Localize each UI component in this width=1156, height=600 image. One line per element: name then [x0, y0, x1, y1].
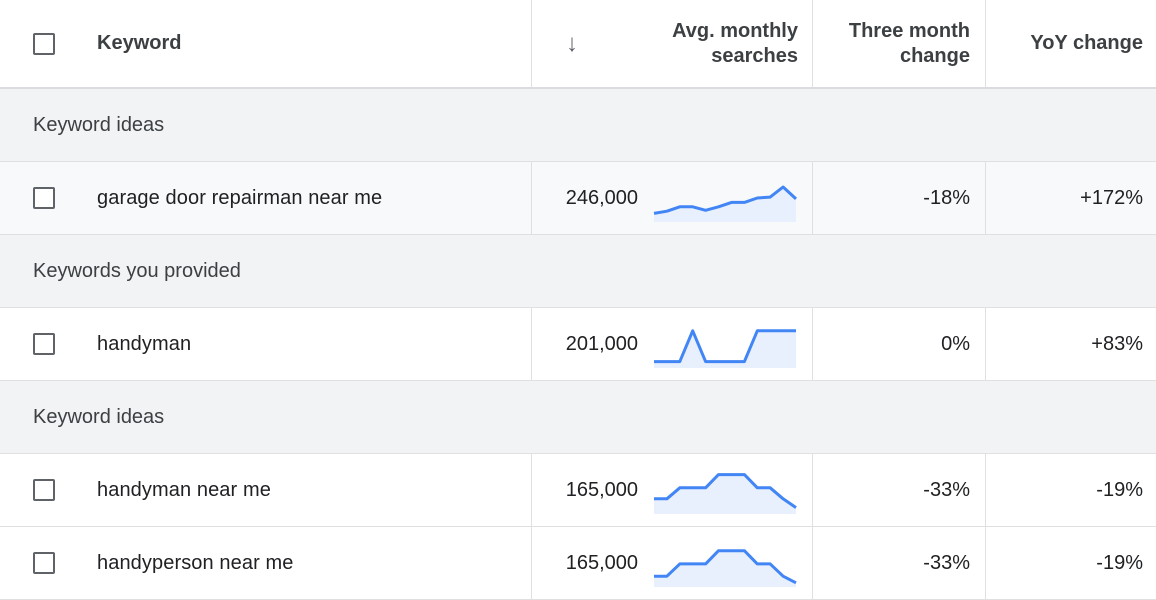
yoy-change-value: -19% — [1096, 478, 1143, 501]
sparkline-line — [654, 473, 797, 509]
table-row[interactable]: handyman near me 165,000 -33% -19% — [0, 454, 1156, 527]
avg-monthly-searches: 246,000 — [565, 186, 638, 209]
sparkline-area — [654, 187, 796, 222]
table-row[interactable]: garage door repairman near me 246,000 -18%… — [0, 162, 1156, 235]
keyword-text: handyperson near me — [97, 551, 294, 574]
row-checkbox[interactable] — [33, 552, 55, 574]
sparkline-area — [654, 550, 796, 587]
group-label: Keyword ideas — [33, 405, 165, 428]
yoy-change-value: -19% — [1096, 551, 1143, 574]
header-three-line2: change — [899, 44, 970, 67]
three-month-change-value: -33% — [923, 478, 970, 501]
trend-sparkline — [652, 454, 800, 526]
table-row[interactable]: handyman 201,000 0% +83% — [0, 308, 1156, 381]
avg-monthly-searches: 165,000 — [565, 551, 638, 574]
header-yoy-change[interactable]: YoY change — [1030, 32, 1143, 54]
trend-sparkline — [652, 162, 800, 234]
row-select-cell — [33, 454, 63, 526]
sparkline-line — [653, 185, 798, 215]
sparkline-line — [654, 549, 797, 585]
select-all-checkbox[interactable] — [33, 32, 55, 55]
row-checkbox[interactable] — [33, 333, 55, 355]
header-three-line1: Three month — [848, 19, 970, 42]
keyword-text: garage door repairman near me — [97, 186, 383, 209]
sparkline-svg — [654, 549, 797, 587]
select-all-cell — [33, 0, 63, 87]
row-checkbox[interactable] — [33, 187, 55, 209]
sparkline-area — [654, 474, 796, 514]
sparkline-svg — [654, 329, 796, 368]
header-avg-line1: Avg. monthly — [672, 19, 798, 42]
table-row[interactable]: handyperson near me 165,000 -33% -19% — [0, 527, 1156, 600]
trend-sparkline — [652, 308, 800, 380]
sparkline-line — [654, 329, 796, 364]
yoy-change-value: +83% — [1091, 332, 1143, 355]
group-row: Keywords you provided — [0, 235, 1156, 308]
yoy-change-value: +172% — [1080, 186, 1143, 209]
header-avg-line2: searches — [711, 44, 798, 67]
group-row: Keyword ideas — [0, 381, 1156, 454]
sparkline-svg — [654, 473, 797, 514]
row-checkbox[interactable] — [33, 479, 55, 501]
trend-sparkline — [652, 527, 800, 599]
three-month-change-value: -18% — [923, 186, 970, 209]
keyword-text: handyman — [97, 332, 192, 355]
header-keyword[interactable]: Keyword — [97, 32, 182, 54]
row-select-cell — [33, 162, 63, 234]
sort-cell: ↓ — [532, 0, 612, 87]
keyword-text: handyman near me — [97, 478, 271, 501]
avg-monthly-searches: 165,000 — [565, 478, 638, 501]
group-label: Keywords you provided — [33, 259, 241, 282]
sort-arrow-icon[interactable]: ↓ — [566, 29, 578, 57]
group-row: Keyword ideas — [0, 89, 1156, 162]
avg-monthly-searches: 201,000 — [565, 332, 638, 355]
header-avg-monthly-searches[interactable]: Avg. monthly searches — [612, 0, 798, 87]
three-month-change-value: -33% — [923, 551, 970, 574]
sparkline-svg — [653, 185, 798, 222]
three-month-change-value: 0% — [941, 332, 970, 355]
header-three-month-change[interactable]: Three month change — [813, 0, 970, 87]
table-header: Keyword ↓ Avg. monthly searches Three mo… — [0, 0, 1156, 89]
group-label: Keyword ideas — [33, 113, 165, 136]
row-select-cell — [33, 308, 63, 380]
row-select-cell — [33, 527, 63, 599]
